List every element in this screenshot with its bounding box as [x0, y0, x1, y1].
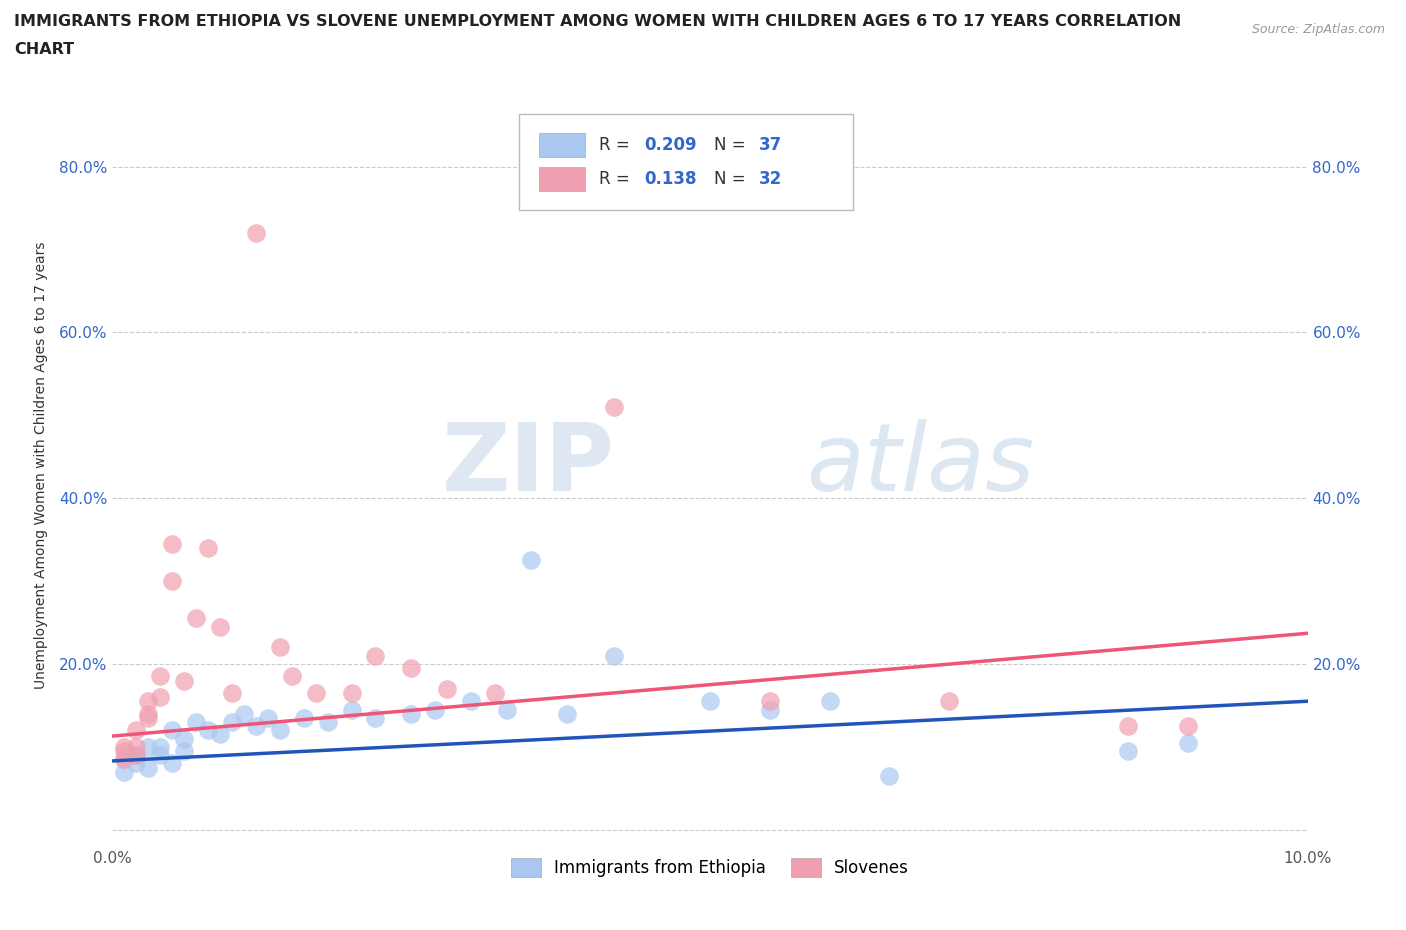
Point — [257, 711, 280, 725]
Point — [818, 694, 841, 709]
Point — [401, 706, 423, 721]
Point — [197, 540, 219, 555]
Point — [305, 685, 328, 700]
Text: 37: 37 — [759, 136, 782, 153]
Point — [316, 714, 339, 729]
Point — [401, 660, 423, 675]
Point — [1118, 744, 1140, 759]
Point — [173, 731, 195, 746]
Point — [138, 760, 160, 775]
Point — [281, 669, 304, 684]
Point — [149, 690, 172, 705]
Point — [699, 694, 721, 709]
Text: R =: R = — [599, 136, 636, 153]
Point — [173, 673, 195, 688]
Point — [879, 768, 901, 783]
Point — [603, 648, 626, 663]
Point — [555, 706, 578, 721]
Point — [173, 744, 195, 759]
Point — [269, 640, 291, 655]
Point — [269, 723, 291, 737]
Text: N =: N = — [714, 136, 751, 153]
Point — [186, 714, 208, 729]
Point — [759, 702, 782, 717]
Point — [149, 748, 172, 763]
Point — [114, 744, 135, 759]
Point — [364, 648, 387, 663]
Text: 0.138: 0.138 — [644, 170, 697, 188]
Point — [125, 748, 148, 763]
Point — [364, 711, 387, 725]
Legend: Immigrants from Ethiopia, Slovenes: Immigrants from Ethiopia, Slovenes — [505, 851, 915, 884]
Point — [484, 685, 506, 700]
Point — [162, 574, 183, 589]
Point — [938, 694, 960, 709]
Text: Source: ZipAtlas.com: Source: ZipAtlas.com — [1251, 23, 1385, 36]
Point — [245, 719, 267, 734]
Point — [1118, 719, 1140, 734]
Point — [162, 723, 183, 737]
Point — [603, 400, 626, 415]
Point — [125, 739, 148, 754]
Point — [209, 619, 232, 634]
Point — [520, 552, 543, 567]
Point — [1177, 736, 1199, 751]
Point — [125, 748, 148, 763]
Point — [340, 702, 363, 717]
Point — [186, 611, 208, 626]
Point — [149, 669, 172, 684]
Point — [496, 702, 519, 717]
Point — [114, 764, 135, 779]
Text: 0.209: 0.209 — [644, 136, 697, 153]
Point — [245, 225, 267, 240]
Point — [460, 694, 482, 709]
Point — [197, 723, 219, 737]
Point — [425, 702, 447, 717]
Point — [162, 537, 183, 551]
Text: N =: N = — [714, 170, 751, 188]
Point — [149, 739, 172, 754]
FancyBboxPatch shape — [519, 114, 853, 209]
Point — [138, 706, 160, 721]
Point — [292, 711, 315, 725]
Point — [209, 727, 232, 742]
Text: atlas: atlas — [806, 419, 1033, 511]
Point — [114, 739, 135, 754]
Point — [162, 756, 183, 771]
Point — [759, 694, 782, 709]
Point — [138, 711, 160, 725]
Point — [138, 694, 160, 709]
FancyBboxPatch shape — [538, 132, 585, 157]
Text: IMMIGRANTS FROM ETHIOPIA VS SLOVENE UNEMPLOYMENT AMONG WOMEN WITH CHILDREN AGES : IMMIGRANTS FROM ETHIOPIA VS SLOVENE UNEM… — [14, 14, 1181, 29]
Point — [436, 682, 458, 697]
Text: CHART: CHART — [14, 42, 75, 57]
Point — [221, 685, 243, 700]
Point — [1177, 719, 1199, 734]
Y-axis label: Unemployment Among Women with Children Ages 6 to 17 years: Unemployment Among Women with Children A… — [34, 241, 48, 689]
Point — [233, 706, 256, 721]
Point — [125, 756, 148, 771]
Point — [114, 751, 135, 766]
Text: 32: 32 — [759, 170, 782, 188]
Point — [114, 751, 135, 766]
Point — [125, 723, 148, 737]
FancyBboxPatch shape — [538, 166, 585, 192]
Text: R =: R = — [599, 170, 636, 188]
Text: ZIP: ZIP — [441, 419, 614, 511]
Point — [221, 714, 243, 729]
Point — [138, 739, 160, 754]
Point — [340, 685, 363, 700]
